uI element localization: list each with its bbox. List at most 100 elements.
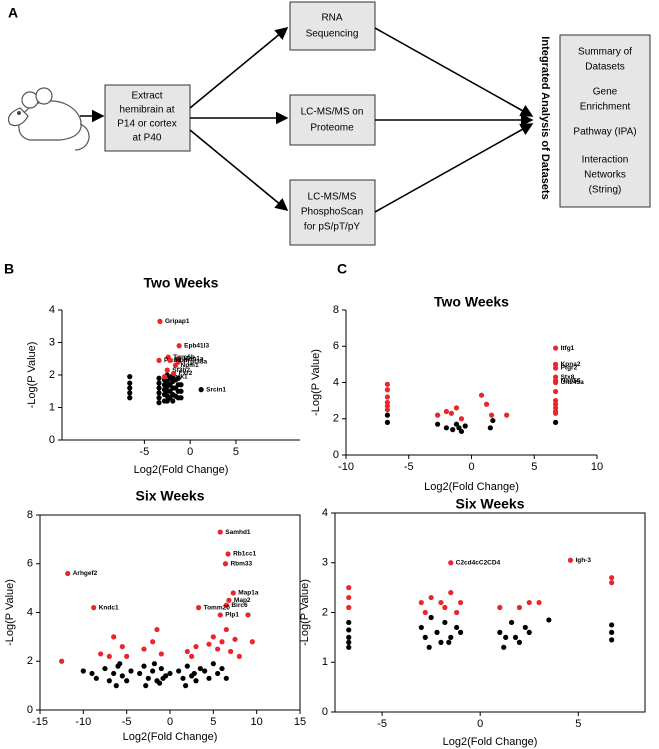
x-tick-label: 0 xyxy=(468,461,474,473)
data-point xyxy=(453,421,460,427)
data-point xyxy=(111,670,117,677)
data-point xyxy=(526,599,532,606)
chart-title: Two Weeks xyxy=(144,275,219,291)
data-point xyxy=(154,626,160,633)
data-point xyxy=(102,665,108,672)
data-point xyxy=(156,385,162,391)
point-label: Itfg1 xyxy=(561,345,575,352)
x-axis-label: Log2(Fold Change) xyxy=(424,481,519,493)
data-point xyxy=(111,634,117,640)
data-point xyxy=(346,634,352,640)
data-point xyxy=(458,428,465,435)
data-point xyxy=(346,627,352,633)
data-point xyxy=(93,675,99,681)
data-point xyxy=(143,683,149,689)
data-point xyxy=(508,619,515,626)
data-point xyxy=(422,634,428,640)
data-point xyxy=(91,605,97,611)
data-point xyxy=(497,629,503,636)
y-tick-label: 8 xyxy=(333,304,339,316)
data-point xyxy=(156,357,162,363)
data-point xyxy=(454,624,460,631)
data-point xyxy=(98,651,104,657)
data-point xyxy=(457,599,464,606)
y-tick-label: 0 xyxy=(27,704,33,716)
data-point xyxy=(222,561,229,567)
data-point xyxy=(448,560,454,566)
data-point xyxy=(497,604,503,611)
box-text: for pS/pT/pY xyxy=(304,222,360,233)
data-point xyxy=(546,617,552,623)
data-point xyxy=(137,670,143,677)
data-point xyxy=(448,634,454,640)
data-point xyxy=(504,412,510,418)
data-point xyxy=(127,385,133,391)
data-point xyxy=(552,398,559,404)
process-box xyxy=(104,84,191,152)
x-axis-label: Log2(Fold Change) xyxy=(134,464,229,476)
integrated-label: Integrated Analysis of Datasets xyxy=(539,36,551,199)
x-tick-label: -15 xyxy=(32,716,48,728)
data-point xyxy=(435,421,441,427)
x-tick-label: -5 xyxy=(404,461,414,473)
y-tick-label: 2 xyxy=(49,369,55,381)
data-point xyxy=(448,590,454,596)
data-point xyxy=(418,599,424,606)
data-point xyxy=(232,636,238,642)
data-point xyxy=(487,425,493,431)
data-point xyxy=(65,570,71,577)
box-text: Datasets xyxy=(585,62,624,73)
point-label: Fxr2 xyxy=(179,370,193,377)
data-point xyxy=(609,629,615,636)
arrow xyxy=(374,123,534,213)
data-point xyxy=(206,675,212,681)
x-tick-label: -5 xyxy=(377,718,387,730)
process-box xyxy=(289,1,376,51)
data-point xyxy=(501,644,507,650)
y-tick-label: 6 xyxy=(27,558,33,570)
data-point xyxy=(215,646,221,652)
data-point xyxy=(526,629,532,636)
data-point xyxy=(453,405,460,411)
y-tick-label: 0 xyxy=(333,449,339,461)
data-point xyxy=(384,419,391,425)
box-text: hemibrain at xyxy=(119,105,174,116)
mouse-icon xyxy=(7,87,90,151)
data-point xyxy=(184,663,190,669)
data-point xyxy=(552,374,559,380)
data-point xyxy=(157,680,163,686)
data-point xyxy=(176,343,182,349)
data-point xyxy=(446,639,452,645)
data-point xyxy=(552,365,559,371)
data-point xyxy=(80,668,86,674)
data-point xyxy=(438,599,444,606)
data-point xyxy=(230,590,236,596)
data-point xyxy=(422,609,428,616)
data-point xyxy=(490,417,496,424)
data-point xyxy=(456,425,462,431)
box-text: LC-MS/MS xyxy=(308,192,357,203)
data-point xyxy=(512,634,519,640)
data-point xyxy=(346,604,352,611)
box-text: LC-MS/MS on xyxy=(301,107,364,118)
x-axis-label: Log2(Fold Change) xyxy=(123,731,218,743)
x-tick-label: 5 xyxy=(531,461,537,473)
point-label: Plp1 xyxy=(225,612,239,619)
data-point xyxy=(197,665,203,672)
data-point xyxy=(384,403,391,409)
point-label: Tnrc6b xyxy=(173,354,195,361)
y-tick-label: 3 xyxy=(49,336,55,348)
y-tick-label: 0 xyxy=(322,706,328,718)
point-label: Arhgef2 xyxy=(73,570,98,577)
data-point xyxy=(609,637,615,643)
data-point xyxy=(119,644,125,650)
data-point xyxy=(113,683,119,689)
y-tick-label: 4 xyxy=(333,376,339,388)
box-text: Extract xyxy=(131,91,162,102)
output-box xyxy=(559,34,651,208)
y-tick-label: 6 xyxy=(333,340,339,352)
data-point xyxy=(141,663,147,669)
data-point xyxy=(210,634,216,640)
data-point xyxy=(223,626,229,633)
data-point xyxy=(184,648,190,655)
